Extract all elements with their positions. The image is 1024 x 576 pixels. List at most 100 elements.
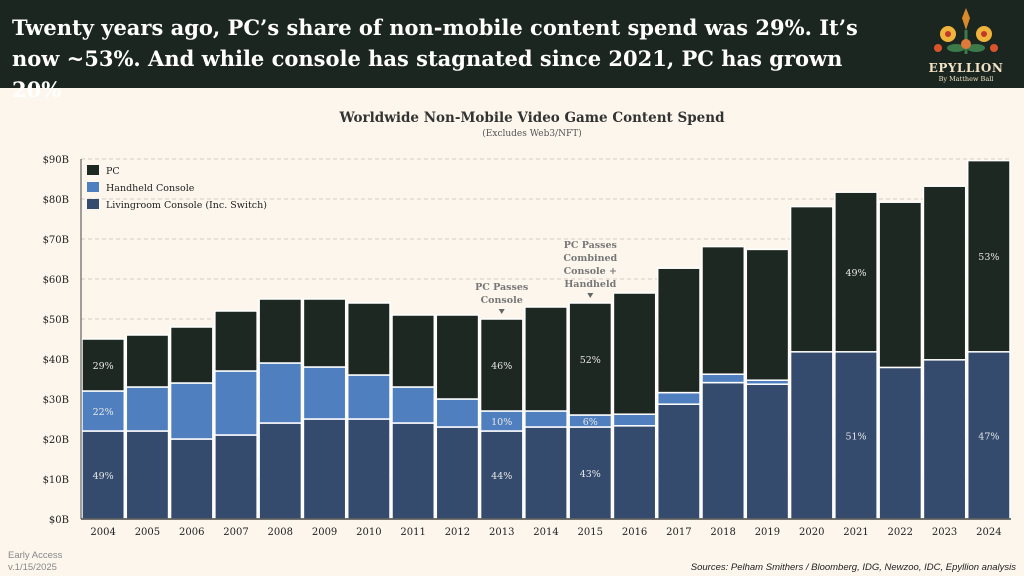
data-label: 44% [491,471,512,482]
x-tick-label: 2021 [843,527,868,538]
bar-segment [391,386,436,424]
bar-segment [258,422,303,520]
bar-segment [214,310,258,372]
y-tick-label: $60B [43,275,69,286]
bar-segment [568,302,613,416]
x-tick-label: 2019 [755,527,780,538]
bar-segment [878,366,923,520]
x-tick-label: 2012 [445,527,470,538]
data-label: 49% [845,268,866,279]
annotation-arrow-icon [498,309,505,314]
data-label: 43% [580,469,601,480]
annotation-text: Combined [563,253,617,264]
y-tick-label: $50B [43,315,69,326]
bar-segment [214,370,258,436]
annotation-arrow-icon [587,293,594,298]
data-label: 6% [583,417,598,428]
bar-segment [701,381,746,520]
logo-name: EPYLLION [928,61,1004,75]
bar-segment [656,391,701,405]
data-label: 49% [93,471,114,482]
legend-label: PC [106,166,120,177]
bar-segment [701,245,746,375]
headline: Twenty years ago, PC’s share of non-mobi… [12,15,858,102]
data-label: 47% [978,431,999,442]
data-label: 29% [93,361,114,372]
annotation-text: PC Passes [475,282,528,293]
bar-segment [789,205,834,353]
bar-segment [878,201,923,369]
y-tick-label: $40B [43,355,69,366]
bar-segment [701,373,746,384]
x-tick-label: 2022 [888,527,913,538]
floral-logo-icon [934,8,998,54]
x-tick-label: 2016 [622,527,647,538]
y-tick-label: $0B [49,515,69,526]
annotation-text: Handheld [564,279,616,290]
bar-segment [834,191,878,353]
bar-segment [966,159,1011,353]
bar-segment [479,318,524,412]
bar-segment [258,362,303,424]
bar-segment [302,418,347,520]
epyllion-logo: EPYLLION By Matthew Ball [918,4,1014,84]
bar-segment [391,422,436,520]
annotation-text: Console [481,295,523,306]
bar-segment [524,426,568,520]
legend-swatch [87,165,99,175]
y-tick-label: $10B [43,475,69,486]
bar-segment [656,267,701,394]
bar-segment [524,410,568,428]
bar-segment [81,390,126,432]
x-tick-label: 2011 [400,527,425,538]
bar-segment [612,413,657,427]
bar-segment [745,383,790,520]
header-bar: Twenty years ago, PC’s share of non-mobi… [0,0,1024,102]
x-tick-label: 2013 [489,527,514,538]
bar-segment [435,398,480,428]
chart-title: Worldwide Non-Mobile Video Game Content … [338,110,725,126]
y-tick-label: $20B [43,435,69,446]
stacked-bar-chart: Worldwide Non-Mobile Video Game Content … [43,110,1011,538]
logo-subtitle: By Matthew Ball [938,75,994,83]
bar-segment [745,248,790,381]
x-tick-label: 2006 [179,527,204,538]
x-tick-label: 2020 [799,527,824,538]
data-label: 52% [580,355,601,366]
y-tick-label: $90B [43,155,69,166]
bar-segment [214,434,258,520]
legend-swatch [87,182,99,192]
x-tick-label: 2004 [90,527,115,538]
x-tick-label: 2005 [135,527,160,538]
bar-segment [169,438,214,520]
bar-segment [612,292,657,415]
bar-segment [169,382,214,440]
annotation-text: PC Passes [564,240,617,251]
legend-label: Livingroom Console (Inc. Switch) [106,200,267,211]
bar-segment [81,430,126,520]
early-access-label: Early Access [8,550,63,561]
legend-swatch [87,199,99,209]
data-label: 10% [491,417,512,428]
x-tick-label: 2023 [932,527,957,538]
bar-segment [81,338,126,392]
bar-segment [346,374,391,420]
version-label: v.1/15/2025 [8,562,57,573]
bar-segment [125,334,170,388]
bar-segment [612,425,657,520]
x-tick-label: 2014 [533,527,558,538]
bar-segment [922,185,967,361]
x-tick-label: 2010 [356,527,381,538]
x-tick-label: 2009 [312,527,337,538]
bar-segment [524,306,568,412]
bar-segment [302,298,347,368]
x-tick-label: 2017 [666,527,691,538]
data-label: 51% [845,431,866,442]
bar-segment [258,298,303,364]
bar-segment [346,302,391,376]
legend-label: Handheld Console [106,183,195,194]
bar-segment [834,351,878,520]
bar-segment [125,430,170,520]
x-tick-label: 2024 [976,527,1001,538]
bar-segment [435,314,480,400]
